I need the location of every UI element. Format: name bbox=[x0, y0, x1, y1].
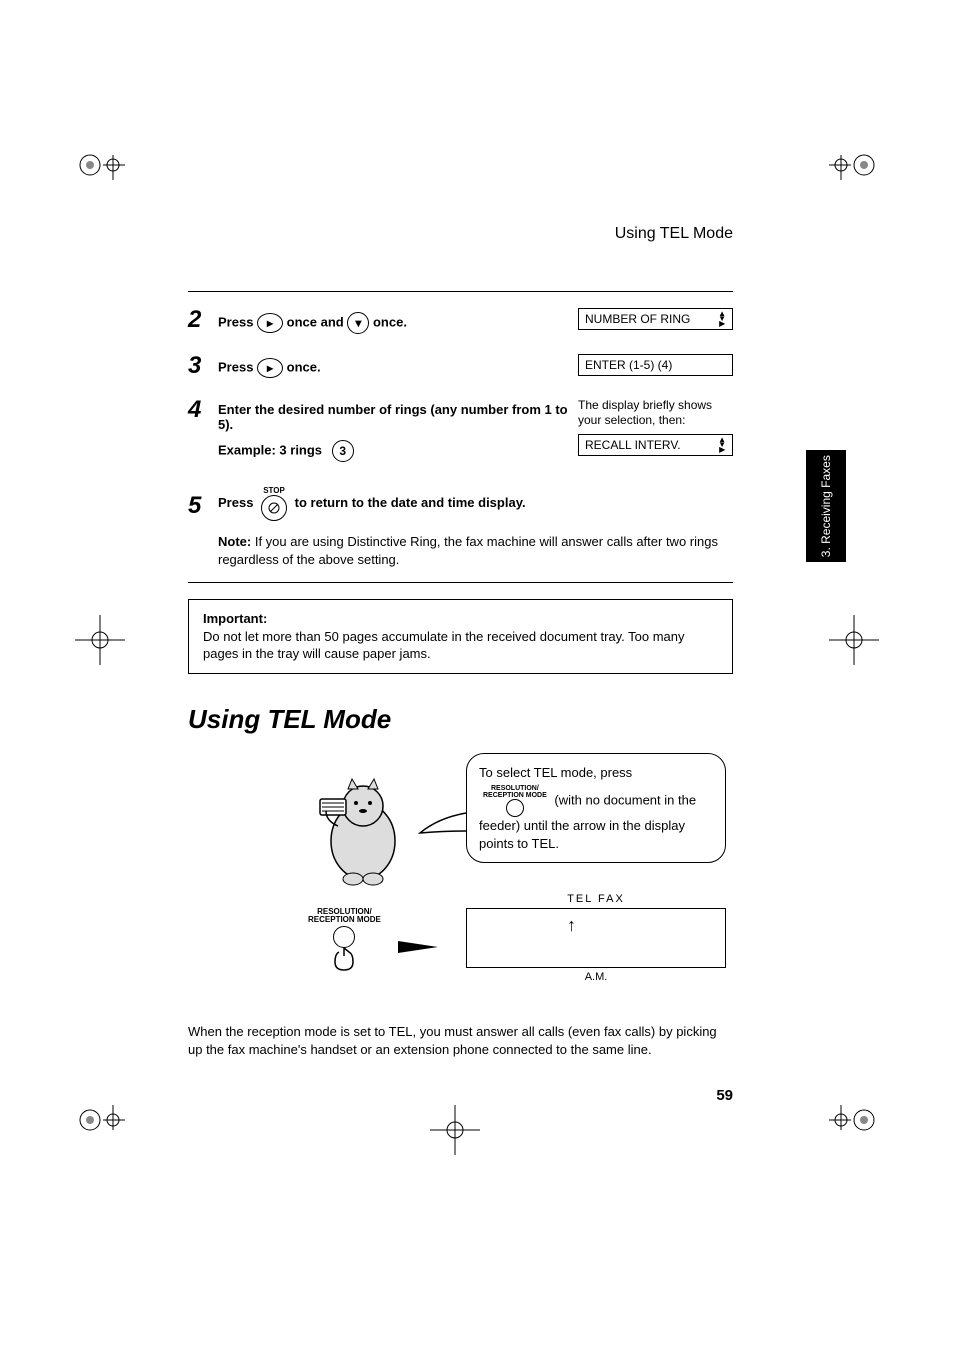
resolution-mode-button-icon: RESOLUTION/ RECEPTION MODE bbox=[483, 785, 547, 817]
step-body: Press STOP to return to the date and tim… bbox=[218, 482, 733, 521]
crop-mark bbox=[829, 1105, 879, 1155]
step-display: ENTER (1-5) (4) bbox=[578, 354, 733, 376]
page-header: Using TEL Mode bbox=[188, 225, 733, 243]
step-number: 4 bbox=[188, 398, 218, 422]
step-display: The display briefly shows your selection… bbox=[578, 398, 733, 456]
number-3-button-icon: 3 bbox=[332, 440, 354, 462]
crop-mark bbox=[430, 1105, 480, 1155]
crop-mark bbox=[829, 615, 879, 665]
mascot-illustration bbox=[308, 771, 418, 891]
step-number: 2 bbox=[188, 308, 218, 332]
step-body: Press ▸ once and ▾ once. bbox=[218, 308, 578, 334]
crop-mark bbox=[829, 130, 879, 180]
chapter-tab-label: 3. Receiving Faxes bbox=[819, 455, 833, 557]
step-display: NUMBER OF RING ▲▼ bbox=[578, 308, 733, 330]
page-number: 59 bbox=[188, 1087, 733, 1104]
step-number: 3 bbox=[188, 354, 218, 378]
section-title: Using TEL Mode bbox=[188, 704, 733, 735]
press-button-illustration: RESOLUTION/ RECEPTION MODE bbox=[308, 908, 381, 974]
step-body: Enter the desired number of rings (any n… bbox=[218, 398, 578, 462]
lcd-display: RECALL INTERV. ▲▼ bbox=[578, 434, 733, 456]
scroll-arrows-icon: ▲▼ bbox=[718, 312, 726, 326]
important-title: Important: bbox=[203, 610, 718, 628]
arrow-right-icon bbox=[398, 941, 438, 953]
page-content: Using TEL Mode 2 Press ▸ once and ▾ once… bbox=[188, 225, 733, 1104]
lcd-am-label: A.M. bbox=[467, 971, 725, 983]
step-number: 5 bbox=[188, 482, 218, 518]
body-paragraph: When the reception mode is set to TEL, y… bbox=[188, 1023, 733, 1059]
crop-mark bbox=[75, 1105, 125, 1155]
step-4: 4 Enter the desired number of rings (any… bbox=[188, 398, 733, 462]
lcd-tel-fax-label: TEL FAX bbox=[467, 893, 725, 905]
crop-mark bbox=[75, 615, 125, 665]
step-3: 3 Press ▸ once. ENTER (1-5) (4) bbox=[188, 354, 733, 378]
important-box: Important: Do not let more than 50 pages… bbox=[188, 599, 733, 674]
chapter-tab: 3. Receiving Faxes bbox=[806, 450, 846, 562]
step-body: Press ▸ once. bbox=[218, 354, 578, 378]
mode-button-icon bbox=[333, 926, 355, 948]
lcd-display: NUMBER OF RING ▲▼ bbox=[578, 308, 733, 330]
lcd-display: ENTER (1-5) (4) bbox=[578, 354, 733, 376]
step-note: Note: If you are using Distinctive Ring,… bbox=[188, 533, 733, 568]
lcd-large-display: TEL FAX ↑ A.M. bbox=[466, 908, 726, 968]
right-arrow-button-icon: ▸ bbox=[257, 358, 283, 378]
important-text: Do not let more than 50 pages accumulate… bbox=[203, 628, 718, 663]
steps-container: 2 Press ▸ once and ▾ once. NUMBER OF RIN… bbox=[188, 291, 733, 583]
stop-button-icon: STOP bbox=[261, 486, 287, 521]
scroll-arrows-icon: ▲▼ bbox=[718, 438, 726, 452]
speech-bubble: To select TEL mode, press RESOLUTION/ RE… bbox=[466, 753, 726, 864]
lcd-up-arrow-icon: ↑ bbox=[567, 915, 576, 936]
tel-mode-diagram: To select TEL mode, press RESOLUTION/ RE… bbox=[268, 753, 733, 993]
bubble-tail-icon bbox=[418, 803, 468, 843]
step-2: 2 Press ▸ once and ▾ once. NUMBER OF RIN… bbox=[188, 308, 733, 334]
right-arrow-button-icon: ▸ bbox=[257, 313, 283, 333]
crop-mark bbox=[75, 130, 125, 180]
down-arrow-button-icon: ▾ bbox=[347, 312, 369, 334]
finger-press-icon bbox=[329, 946, 359, 974]
step-5: 5 Press STOP to return to the date and t… bbox=[188, 482, 733, 521]
